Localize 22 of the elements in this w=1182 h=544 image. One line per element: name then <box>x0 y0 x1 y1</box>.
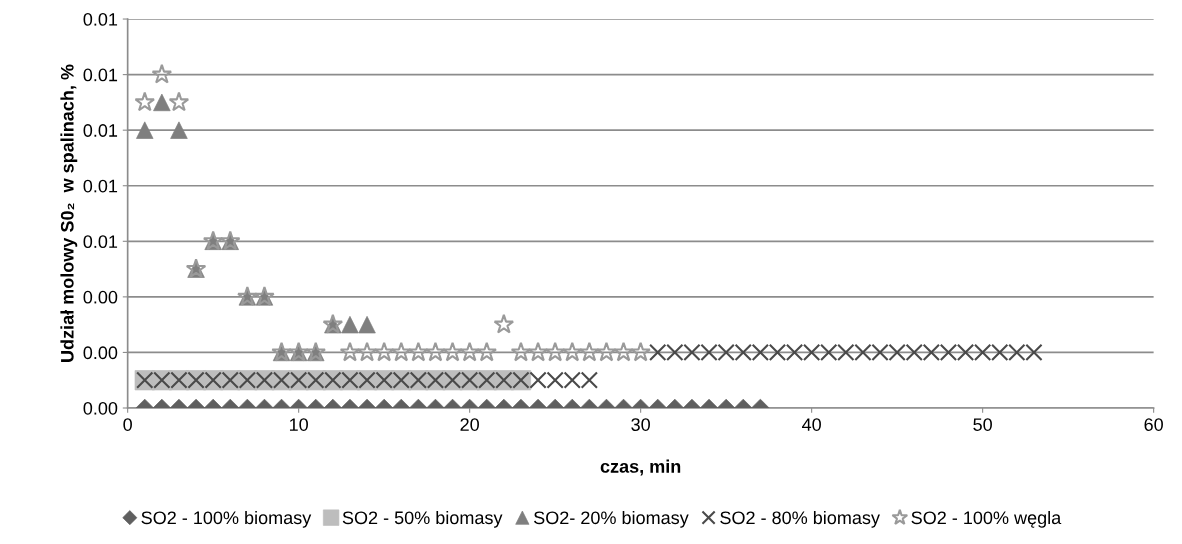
y-tick-label: 0.01 <box>83 179 118 193</box>
x-axis-title: czas, min <box>600 459 681 476</box>
x-tick-label: 50 <box>973 418 992 431</box>
y-tick-label: 0.01 <box>83 12 118 26</box>
x-tick-label: 20 <box>460 418 479 431</box>
legend-label: SO2 - 50% biomasy <box>342 510 503 528</box>
y-tick-label: 0.01 <box>83 68 118 82</box>
y-axis-title: Udział molowy S0₂ w spalinach, % <box>60 64 78 362</box>
x-tick-label: 40 <box>802 418 821 431</box>
y-tick-label: 0.00 <box>83 290 118 304</box>
x-tick-label: 10 <box>289 418 308 431</box>
y-tick-label: 0.00 <box>83 401 118 415</box>
legend-label: SO2 - 100% węgla <box>911 510 1062 528</box>
x-tick-label: 60 <box>1144 418 1163 431</box>
y-tick-label: 0.00 <box>83 346 118 360</box>
y-tick-label: 0.01 <box>83 124 118 137</box>
x-tick-label: 0 <box>123 418 132 431</box>
legend-label: SO2 - 80% biomasy <box>720 510 880 528</box>
y-tick-label: 0.01 <box>83 235 118 249</box>
legend-label: SO2- 20% biomasy <box>534 510 689 528</box>
legend-label: SO2 - 100% biomasy <box>141 510 312 528</box>
x-tick-label: 30 <box>631 418 650 431</box>
